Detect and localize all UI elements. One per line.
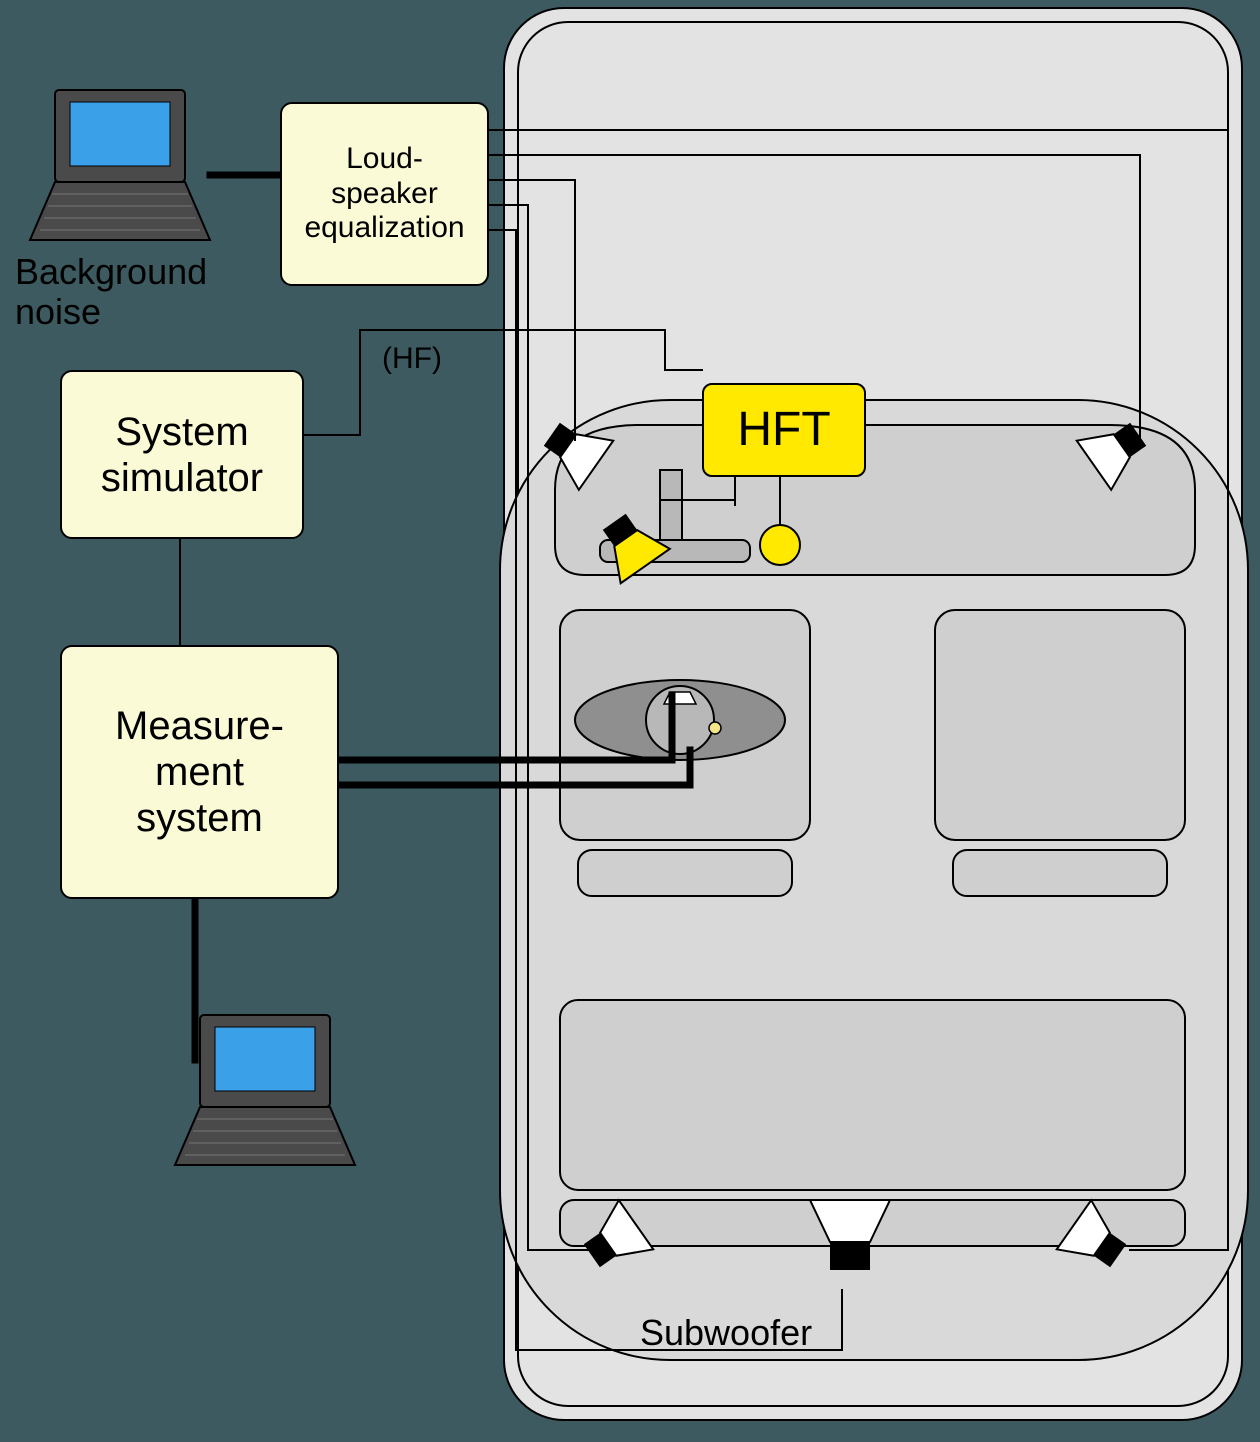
laptop-bottom-icon (175, 1015, 355, 1165)
system-simulator-box: System simulator (60, 370, 304, 539)
loudspeaker-eq-line1: Loud- (304, 142, 464, 177)
system-sim-line2: simulator (101, 455, 263, 501)
hf-label: (HF) (382, 342, 442, 376)
measurement-line1: Measure- (115, 703, 284, 749)
system-sim-line1: System (101, 409, 263, 455)
hats-ear-mic-icon (709, 722, 721, 734)
hft-label: HFT (737, 402, 830, 457)
measurement-line3: system (115, 795, 284, 841)
hft-box: HFT (702, 383, 866, 477)
subwoofer-label: Subwoofer (640, 1312, 812, 1354)
laptop-top-icon (30, 90, 210, 240)
measurement-system-box: Measure- ment system (60, 645, 339, 899)
loudspeaker-eq-line2: speaker (304, 177, 464, 212)
hft-mic-icon (760, 525, 800, 565)
hats-dummy (575, 680, 785, 760)
measurement-line2: ment (115, 749, 284, 795)
background-noise-label: Background noise (15, 252, 207, 331)
loudspeaker-eq-line3: equalization (304, 211, 464, 246)
front-seat-right (935, 610, 1185, 896)
loudspeaker-eq-box: Loud- speaker equalization (280, 102, 489, 286)
